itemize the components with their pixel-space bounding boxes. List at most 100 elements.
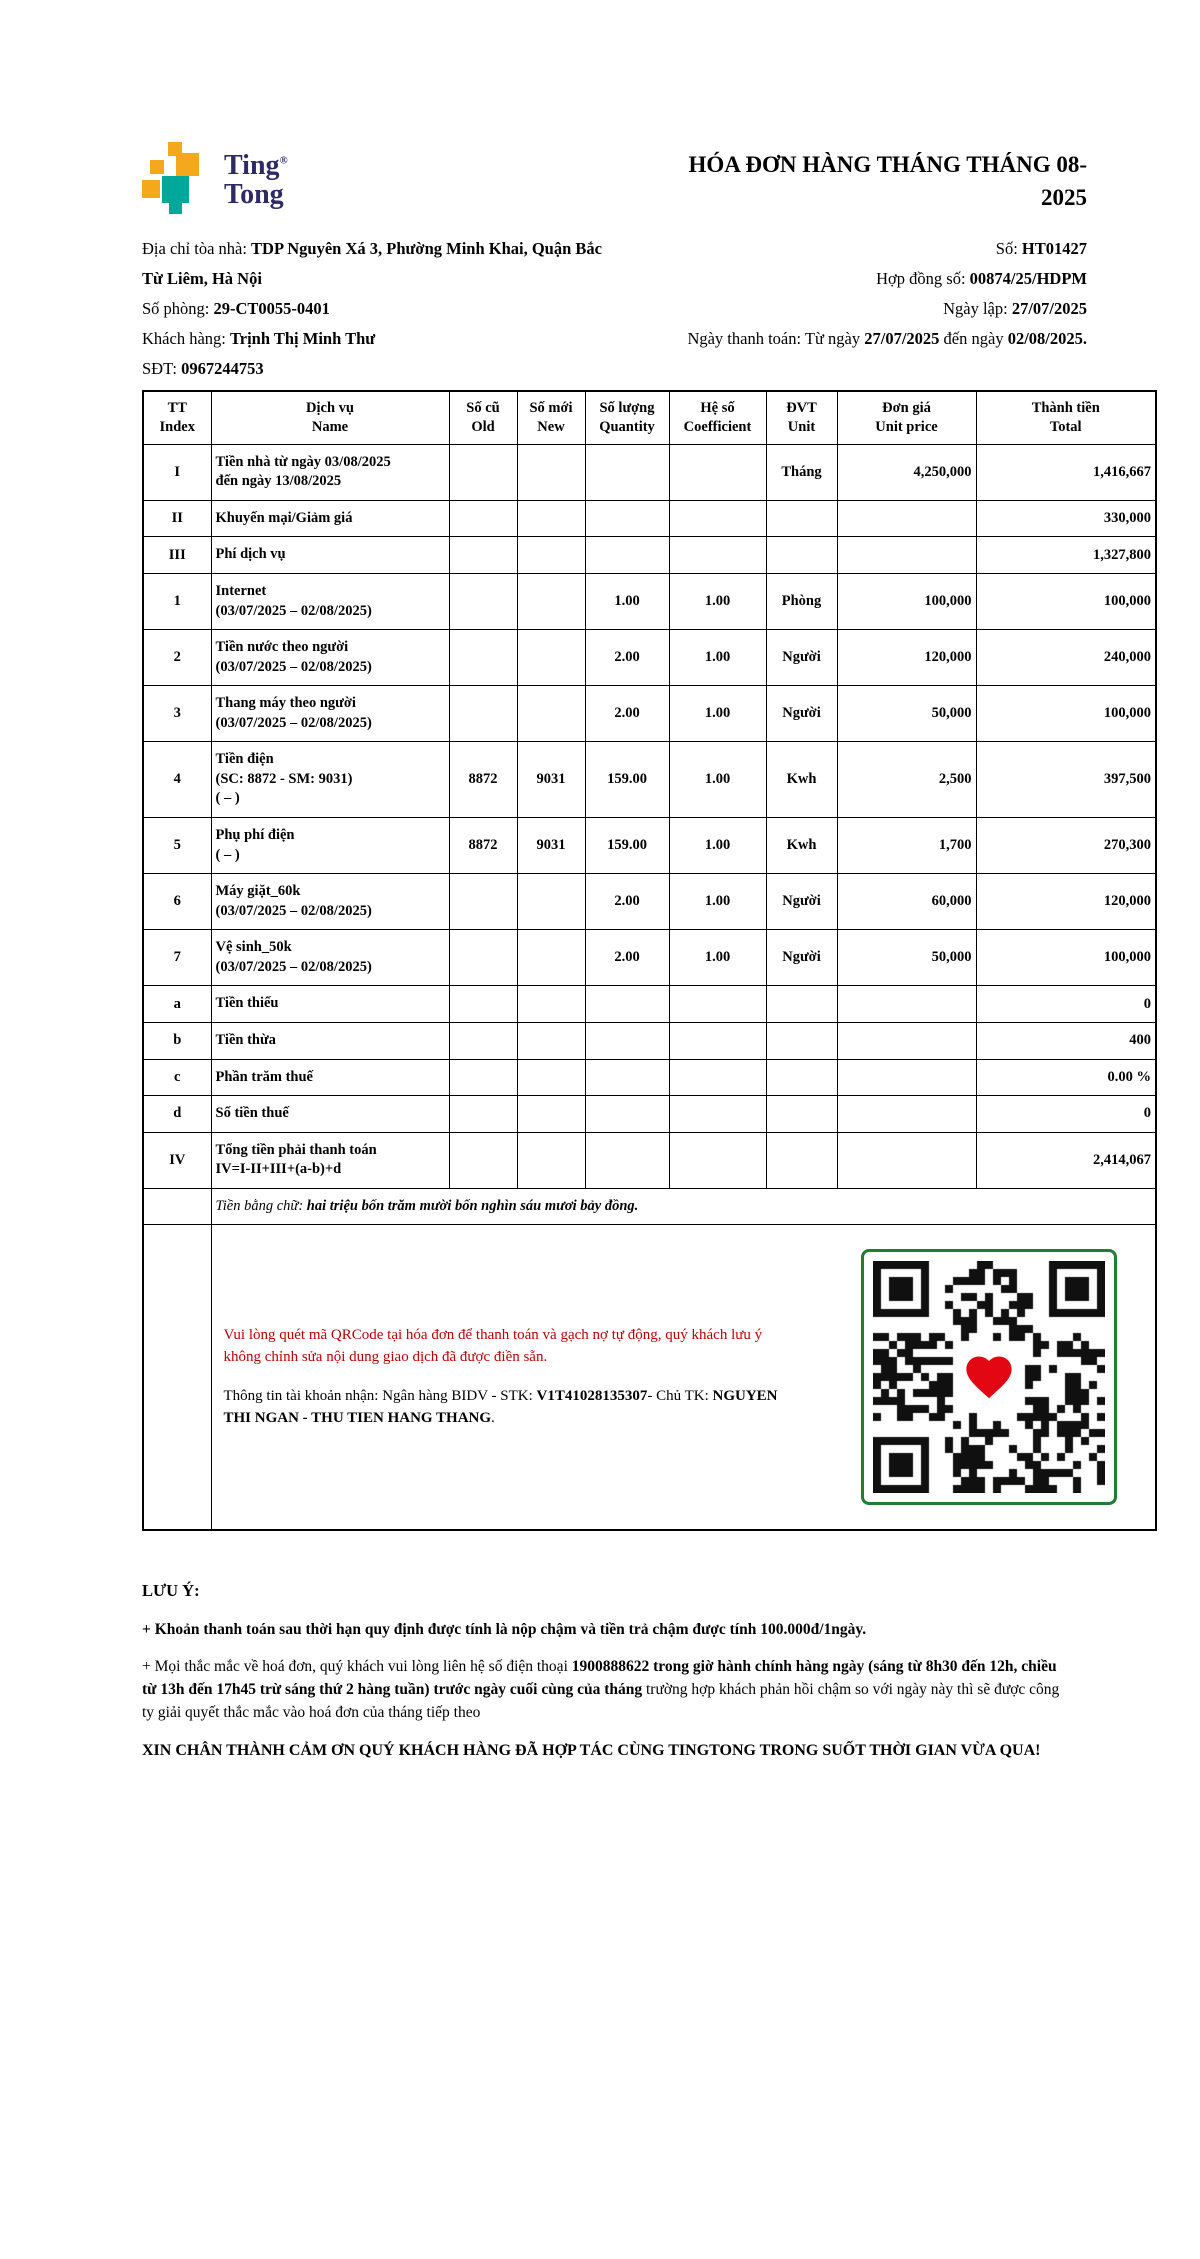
cell-coefficient: 1.00 [668,873,767,931]
logo-word-tong: Tong [224,178,284,210]
column-header-line: Hệ số [700,400,735,416]
cell-old-reading [448,629,518,687]
cell-total: 240,000 [975,629,1157,687]
cell-index: IV [142,1131,212,1189]
logo-square-icon [162,176,189,203]
column-header-line: ĐVT [786,400,817,416]
column-header-line: Name [311,418,349,435]
column-header-line: Index [159,418,195,435]
cell-old-reading [448,443,518,501]
text-segment: + Khoản thanh toán sau thời hạn quy định… [142,1620,867,1638]
cell-unit-price: 1,700 [836,816,977,875]
cell-index: I [142,443,212,501]
table-row: c Phần trăm thuế 0.00 % [142,1058,1157,1097]
text-segment: đến ngày [939,329,1008,348]
invoice-title: HÓA ĐƠN HÀNG THÁNG THÁNG 08-2025 [688,152,1088,211]
cell-coefficient: 1.00 [668,816,767,875]
notes-heading: LƯU Ý: [142,1580,200,1600]
cell-old-reading [448,1131,518,1189]
cell-new-reading: 9031 [516,741,586,818]
cell-service-name: Số tiền thuế [210,1095,450,1133]
charges-table: TT Index Dịch vụ Name Số cũ Old Số mới New Số lư… [142,390,1157,1531]
cell-old-reading [448,1095,518,1133]
service-name-line: Thang máy theo người [215,695,356,712]
cell-index: 5 [142,816,212,875]
cell-index [142,1223,212,1531]
column-header-line: Unit price [875,418,938,435]
cell-quantity [584,443,670,501]
cell-service-name: Phụ phí điện ( – ) [210,816,450,875]
cell-unit-price: 50,000 [836,685,977,743]
cell-unit: Người [765,873,838,931]
cell-service-name: Khuyến mại/Giảm giá [210,499,450,538]
cell-coefficient: 1.00 [668,572,767,631]
text-segment: Thông tin tài khoản nhận: Ngân hàng BIDV… [223,1387,537,1404]
cell-total: 270,300 [975,816,1157,875]
service-name-line: (03/07/2025 – 02/08/2025) [215,714,372,731]
cell-index: II [142,499,212,538]
column-header-line: Coefficient [683,418,752,435]
column-header: ĐVT Unit [765,390,838,445]
text-segment: XIN CHÂN THÀNH CẢM ƠN QUÝ KHÁCH HÀNG ĐÃ … [142,1741,1041,1759]
cell-unit [765,1058,838,1097]
qr-center-heart-icon [962,1349,1016,1404]
column-header-line: TT [167,400,187,416]
cell-coefficient [668,499,767,538]
cell-index: c [142,1058,212,1097]
logo-square-icon [169,203,182,214]
cell-old-reading [448,536,518,574]
column-header-line: Số cũ [466,400,500,416]
cell-coefficient [668,1021,767,1060]
meta-line: Số: HT01427 [618,234,1087,264]
cell-unit: Tháng [765,443,838,501]
cell-unit: Kwh [765,741,838,818]
cell-service-name: Vệ sinh_50k (03/07/2025 – 02/08/2025) [210,929,450,987]
service-name-line: Internet [215,582,267,599]
cell-new-reading [516,1058,586,1097]
cell-new-reading [516,873,586,931]
cell-unit-price: 4,250,000 [836,443,977,501]
logo-square-icon [142,180,160,198]
cell-new-reading [516,499,586,538]
cell-index: a [142,985,212,1023]
service-name-line: IV=I-II+III+(a-b)+d [215,1161,342,1178]
cell-unit-price: 120,000 [836,629,977,687]
cell-old-reading [448,572,518,631]
table-row: 2 Tiền nước theo người (03/07/2025 – 02/08… [142,629,1157,687]
service-name-line: ( – ) [215,790,240,807]
cell-unit [765,1131,838,1189]
cell-coefficient [668,1058,767,1097]
cell-total: 330,000 [975,499,1157,538]
table-row: 3 Thang máy theo người (03/07/2025 – 02/08… [142,685,1157,743]
column-header-line: Dịch vụ [306,400,354,416]
cell-new-reading [516,929,586,987]
column-header: Số lượng Quantity [584,390,670,445]
text-segment: Hợp đồng số: [876,269,970,288]
qr-row: Vui lòng quét mã QRCode tại hóa đơn để t… [142,1223,1157,1531]
logo-word-ting: Ting® [224,150,288,181]
cell-new-reading [516,443,586,501]
cell-total: 0.00 % [975,1058,1157,1097]
column-header-line: Quantity [599,418,655,435]
cell-quantity: 2.00 [584,873,670,931]
table-row: 5 Phụ phí điện ( – ) 8872 9031 159.00 1.00 Kwh 1… [142,816,1157,875]
invoice-page: Ting® Tong HÓA ĐƠN HÀNG THÁNG THÁNG 08-2… [142,140,1157,1759]
text-segment: Số: [995,239,1022,258]
logo-square-icon [150,160,164,174]
cell-total: 1,416,667 [975,443,1157,501]
meta-line: Ngày thanh toán: Từ ngày 27/07/2025 đến … [618,324,1087,354]
cell-service-name: Tổng tiền phải thanh toán IV=I-II+III+(a-… [210,1131,450,1189]
tingtong-logo-text: Ting® Tong [224,150,288,214]
table-row: III Phí dịch vụ 1,327,800 [142,536,1157,574]
cell-quantity: 2.00 [584,685,670,743]
table-row: IV Tổng tiền phải thanh toán IV=I-II+III+(… [142,1131,1157,1189]
service-name-line: Phí dịch vụ [215,546,286,563]
cell-old-reading [448,499,518,538]
tingtong-logo: Ting® Tong [142,140,288,214]
table-row: a Tiền thiếu 0 [142,985,1157,1023]
service-name-line: (03/07/2025 – 02/08/2025) [215,958,372,975]
cell-unit-price: 2,500 [836,741,977,818]
text-segment: - Chủ TK: [647,1387,713,1404]
table-row: d Số tiền thuế 0 [142,1095,1157,1133]
cell-total: 400 [975,1021,1157,1060]
